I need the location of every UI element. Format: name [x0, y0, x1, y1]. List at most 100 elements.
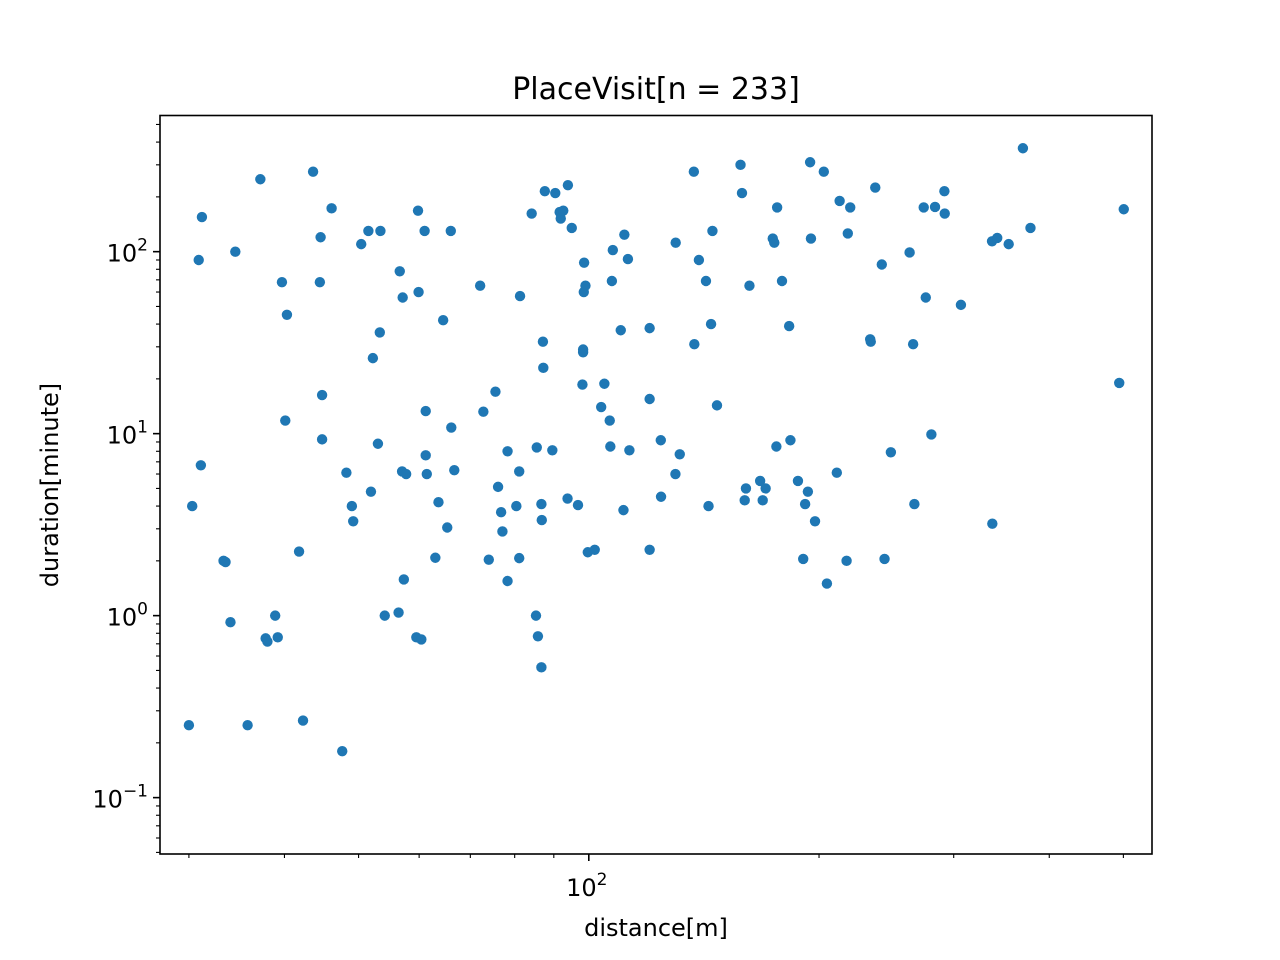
- data-point: [604, 415, 615, 426]
- y-axis-label: duration[minute]: [36, 383, 64, 587]
- data-point: [314, 276, 326, 288]
- data-point: [421, 468, 432, 480]
- data-point: [526, 208, 537, 219]
- data-point: [605, 441, 616, 452]
- data-point: [490, 386, 501, 397]
- data-point: [449, 464, 460, 476]
- data-point: [420, 405, 431, 417]
- data-point: [783, 320, 795, 332]
- data-point: [562, 179, 574, 191]
- data-point: [624, 445, 635, 456]
- data-point: [337, 745, 348, 757]
- data-point: [225, 617, 236, 628]
- data-point: [445, 225, 456, 237]
- data-point: [495, 507, 507, 518]
- data-point: [670, 468, 681, 480]
- data-point: [341, 467, 352, 478]
- data-point: [865, 336, 876, 347]
- data-point: [430, 552, 441, 563]
- data-point: [589, 544, 600, 555]
- data-point: [433, 497, 444, 508]
- data-point: [572, 499, 584, 511]
- data-point: [580, 280, 591, 291]
- data-point: [497, 526, 508, 537]
- data-point: [492, 481, 504, 493]
- data-point: [845, 202, 856, 213]
- data-point: [398, 574, 410, 585]
- data-point: [655, 435, 666, 446]
- data-point: [397, 292, 408, 303]
- data-point: [688, 166, 700, 177]
- data-point: [802, 486, 814, 497]
- data-point: [442, 522, 453, 533]
- data-point: [536, 514, 547, 526]
- data-point: [514, 552, 525, 564]
- data-point: [754, 475, 766, 487]
- y-tick-label: 101: [107, 418, 148, 450]
- data-point: [926, 429, 937, 440]
- data-point: [255, 174, 266, 185]
- data-point: [644, 544, 655, 555]
- data-point: [619, 229, 630, 240]
- data-point: [831, 467, 843, 478]
- y-tick-label: 100: [107, 600, 148, 632]
- data-point: [539, 185, 551, 197]
- data-point: [929, 201, 941, 213]
- data-point: [644, 393, 655, 405]
- data-point: [367, 352, 379, 364]
- data-point: [909, 498, 920, 510]
- data-point: [183, 720, 195, 731]
- data-point: [693, 254, 705, 266]
- data-point: [771, 202, 783, 213]
- data-point: [538, 362, 549, 374]
- data-point: [744, 280, 755, 291]
- data-point: [416, 634, 427, 645]
- data-point: [230, 246, 241, 257]
- data-point: [707, 225, 718, 237]
- data-point: [1003, 238, 1014, 250]
- data-point: [514, 290, 526, 302]
- data-point: [644, 322, 655, 334]
- data-point: [550, 187, 561, 199]
- data-point: [566, 222, 577, 234]
- data-point: [703, 500, 714, 512]
- data-point: [276, 276, 288, 288]
- data-point: [297, 715, 309, 726]
- data-point: [841, 555, 852, 567]
- data-point: [531, 442, 542, 453]
- data-point: [955, 299, 967, 311]
- data-point: [1025, 222, 1036, 234]
- data-point: [870, 182, 881, 193]
- data-point: [536, 662, 547, 673]
- data-point: [769, 237, 780, 248]
- data-point: [939, 208, 950, 219]
- data-points: [183, 143, 1129, 757]
- y-tick-label: 102: [107, 236, 148, 268]
- data-point: [792, 475, 804, 487]
- data-point: [689, 339, 700, 350]
- data-point: [885, 447, 897, 458]
- data-point: [804, 157, 816, 168]
- data-point: [739, 495, 750, 506]
- data-point: [326, 203, 337, 214]
- data-point: [437, 315, 449, 326]
- data-point: [904, 247, 915, 258]
- data-point: [799, 498, 811, 510]
- data-point: [547, 445, 558, 456]
- data-point: [562, 493, 573, 504]
- data-point: [558, 205, 569, 216]
- y-axis: 10−1 100 101 102: [92, 123, 160, 853]
- data-point: [798, 553, 809, 565]
- data-point: [375, 225, 386, 237]
- data-point: [262, 636, 273, 647]
- data-point: [280, 415, 291, 426]
- data-point: [1017, 143, 1029, 154]
- data-point: [478, 406, 489, 417]
- data-point: [834, 195, 845, 207]
- data-point: [711, 400, 723, 411]
- data-point: [879, 553, 890, 565]
- data-point: [272, 632, 283, 643]
- data-point: [809, 516, 821, 527]
- data-point: [307, 166, 319, 177]
